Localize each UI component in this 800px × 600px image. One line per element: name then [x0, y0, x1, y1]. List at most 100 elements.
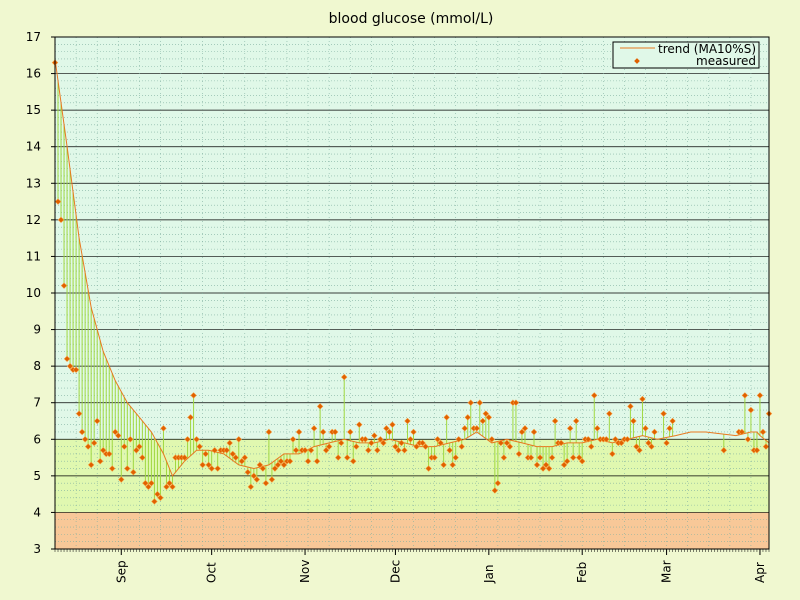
measured-point [494, 479, 502, 487]
measured-point [84, 443, 92, 450]
measured-point [609, 450, 616, 458]
measured-point [530, 428, 538, 436]
measured-point [449, 461, 456, 469]
measured-point [57, 216, 65, 224]
measured-point [344, 454, 351, 461]
measured-point [235, 436, 242, 443]
measured-point [151, 498, 158, 505]
measured-point [338, 439, 345, 447]
measured-point [756, 392, 764, 399]
measured-point [642, 425, 649, 432]
measured-point [455, 436, 462, 443]
measured-point [374, 447, 381, 454]
y-tick-label: 12 [26, 213, 41, 227]
measured-point [539, 465, 547, 472]
measured-point [488, 436, 496, 443]
measured-point [573, 417, 580, 425]
measured-point [398, 439, 405, 447]
measured-point [181, 454, 188, 461]
x-tick-label: Feb [575, 562, 589, 583]
measured-point [127, 436, 134, 443]
measured-point [93, 417, 101, 425]
measured-point [262, 479, 270, 487]
measured-point [410, 428, 417, 436]
measured-point [112, 428, 119, 436]
measured-point [268, 476, 276, 483]
measured-point [440, 461, 447, 469]
measured-point [265, 428, 273, 436]
measured-point [63, 355, 71, 363]
measured-point [497, 439, 505, 447]
measured-point [90, 439, 98, 447]
measured-point [666, 425, 673, 432]
measured-point [551, 417, 559, 425]
measured-point [121, 443, 128, 450]
y-tick-label: 7 [33, 396, 41, 410]
measured-point [521, 425, 529, 432]
measured-point [365, 447, 372, 454]
legend-label-measured: measured [696, 54, 756, 68]
measured-point [479, 417, 486, 425]
x-tick-label: Nov [298, 560, 312, 583]
y-tick-label: 10 [26, 286, 41, 300]
measured-point [274, 461, 282, 469]
measured-point [545, 465, 553, 472]
measured-point [54, 198, 62, 205]
measured-point [636, 447, 643, 454]
measured-point [335, 454, 342, 461]
chart-title: blood glucose (mmol/L) [329, 11, 494, 27]
measured-point [289, 436, 297, 443]
measured-point [362, 436, 369, 443]
measured-point [199, 461, 206, 469]
measured-point [72, 366, 80, 373]
y-tick-label: 3 [33, 542, 41, 556]
measured-point [78, 428, 86, 436]
measured-point [669, 417, 676, 425]
measured-point [136, 443, 143, 450]
measured-point [244, 469, 251, 476]
measured-point [533, 461, 541, 469]
measured-point [404, 417, 411, 425]
measured-point [371, 432, 378, 439]
measured-point [259, 465, 267, 472]
measured-point [518, 428, 526, 436]
measured-point [166, 479, 173, 487]
measured-point [380, 439, 387, 447]
measured-point [115, 432, 122, 439]
measured-point [87, 461, 95, 469]
measured-point [118, 476, 125, 483]
zone-band-0 [55, 512, 769, 549]
measured-point [310, 425, 318, 432]
measured-point [431, 454, 438, 461]
measured-point [223, 447, 230, 454]
measured-point [482, 410, 489, 417]
measured-point [576, 454, 583, 461]
measured-point [307, 447, 315, 454]
measured-point [169, 483, 176, 491]
measured-point [292, 447, 300, 454]
measured-point [190, 392, 197, 399]
measured-point [124, 465, 131, 472]
measured-point [527, 454, 535, 461]
measured-point [157, 494, 164, 501]
measured-point [618, 439, 625, 447]
measured-point [286, 458, 294, 465]
measured-point [542, 461, 550, 469]
measured-point [304, 458, 312, 465]
x-axis-ticks: Sep Oct Nov Dec Jan Feb Mar Apr [54, 549, 770, 584]
measured-point [467, 399, 474, 406]
measured-point [145, 483, 152, 491]
y-tick-label: 11 [26, 249, 41, 263]
measured-point [588, 443, 595, 450]
measured-point [663, 439, 670, 447]
measured-point [241, 454, 248, 461]
measured-point [464, 414, 471, 421]
measured-point [277, 458, 285, 465]
measured-point [350, 458, 357, 465]
measured-point [271, 465, 279, 472]
measured-point [60, 282, 68, 289]
measured-point [585, 436, 592, 443]
measured-point [591, 392, 598, 399]
y-tick-label: 9 [33, 323, 41, 337]
